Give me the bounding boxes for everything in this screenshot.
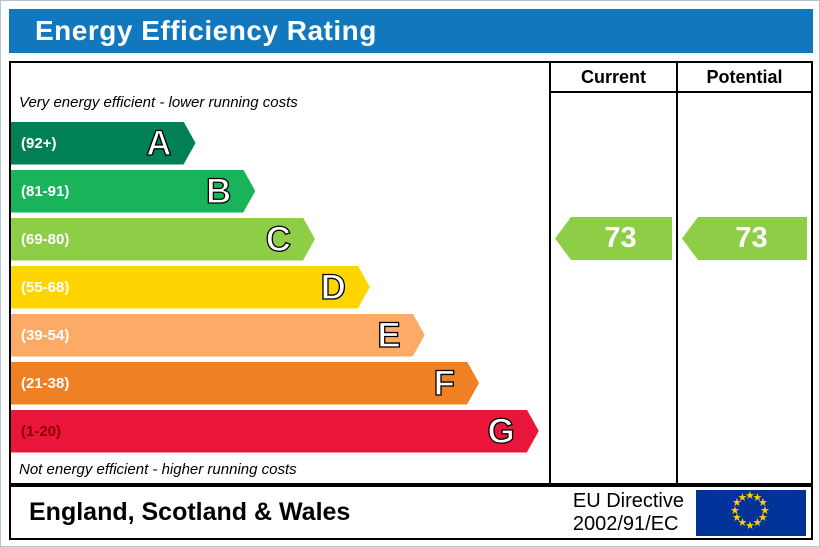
- band-range-label: (39-54): [21, 326, 70, 344]
- bottom-note: Not energy efficient - higher running co…: [19, 460, 297, 478]
- column-divider: [549, 63, 551, 483]
- footer: England, Scotland & Wales EU Directive 2…: [9, 485, 813, 540]
- potential-column-body: 73: [678, 93, 811, 483]
- top-note: Very energy efficient - lower running co…: [19, 94, 298, 111]
- eu-flag-star: ★: [730, 504, 740, 517]
- eu-directive-line2: 2002/91/EC: [572, 512, 679, 535]
- band-range-label: (69-80): [21, 230, 70, 248]
- band-bar-C: (69-80) C: [11, 218, 315, 261]
- band-range-label: (55-68): [21, 278, 70, 296]
- rating-chart: Very energy efficient - lower running co…: [9, 61, 813, 485]
- potential-column: Potential 73: [678, 63, 811, 483]
- band-letter: G: [487, 411, 515, 451]
- current-column: Current 73: [551, 63, 676, 483]
- band-row-B: (81-91) B: [11, 167, 549, 215]
- column-divider: [676, 63, 678, 483]
- eu-flag-star: ★: [760, 504, 770, 517]
- band-letter: D: [320, 267, 346, 307]
- eu-flag-star: ★: [745, 489, 755, 502]
- bands-list: (92+) A (81-91) B (69-80) C (55-68) D (39-54) E (2…: [11, 119, 549, 455]
- band-range-label: (92+): [21, 134, 57, 152]
- chart-title-bar: Energy Efficiency Rating: [9, 9, 813, 53]
- band-letter: E: [377, 315, 401, 355]
- chart-title: Energy Efficiency Rating: [35, 15, 377, 46]
- band-range-label: (81-91): [21, 182, 70, 200]
- current-column-header: Current: [551, 63, 676, 93]
- eu-flag-star: ★: [737, 517, 748, 530]
- band-bar-B: (81-91) B: [11, 170, 255, 213]
- bands-column: Very energy efficient - lower running co…: [11, 63, 549, 483]
- eu-directive-label: EU Directive 2002/91/EC: [573, 490, 684, 536]
- band-row-C: (69-80) C: [11, 215, 549, 263]
- band-range-label: (1-20): [21, 422, 62, 440]
- band-row-D: (55-68) D: [11, 263, 549, 311]
- band-bar-G: (1-20) G: [11, 410, 539, 453]
- eu-flag-star: ★: [752, 491, 763, 504]
- current-column-body: 73: [551, 93, 676, 483]
- band-letter: C: [265, 219, 291, 259]
- eu-flag-star: ★: [752, 517, 763, 530]
- band-range-label: (21-38): [21, 374, 70, 392]
- potential-rating-arrow: 73: [682, 217, 807, 260]
- band-row-G: (1-20) G: [11, 407, 549, 455]
- band-bar-E: (39-54) E: [11, 314, 425, 357]
- band-letter: B: [205, 171, 232, 211]
- eu-flag-star: ★: [757, 497, 768, 509]
- eu-flag-star: ★: [732, 497, 742, 509]
- band-letter: A: [146, 123, 172, 163]
- potential-column-header: Potential: [678, 63, 811, 93]
- eu-flag-star: ★: [732, 512, 742, 524]
- eu-flag-star: ★: [757, 512, 768, 524]
- eu-flag-star: ★: [745, 519, 755, 532]
- eu-flag-icon: ★ ★ ★ ★ ★ ★ ★ ★ ★ ★ ★ ★: [696, 489, 806, 536]
- band-bar-A: (92+) A: [11, 122, 196, 165]
- eu-directive-line1: EU Directive: [572, 489, 684, 512]
- band-bar-F: (21-38) F: [11, 362, 479, 405]
- band-letter: F: [433, 363, 456, 403]
- eu-flag-star: ★: [737, 491, 748, 504]
- band-row-F: (21-38) F: [11, 359, 549, 407]
- footer-region-label: England, Scotland & Wales: [29, 498, 351, 526]
- current-rating-arrow: 73: [555, 217, 672, 260]
- band-row-E: (39-54) E: [11, 311, 549, 359]
- band-row-A: (92+) A: [11, 119, 549, 167]
- band-bar-D: (55-68) D: [11, 266, 370, 309]
